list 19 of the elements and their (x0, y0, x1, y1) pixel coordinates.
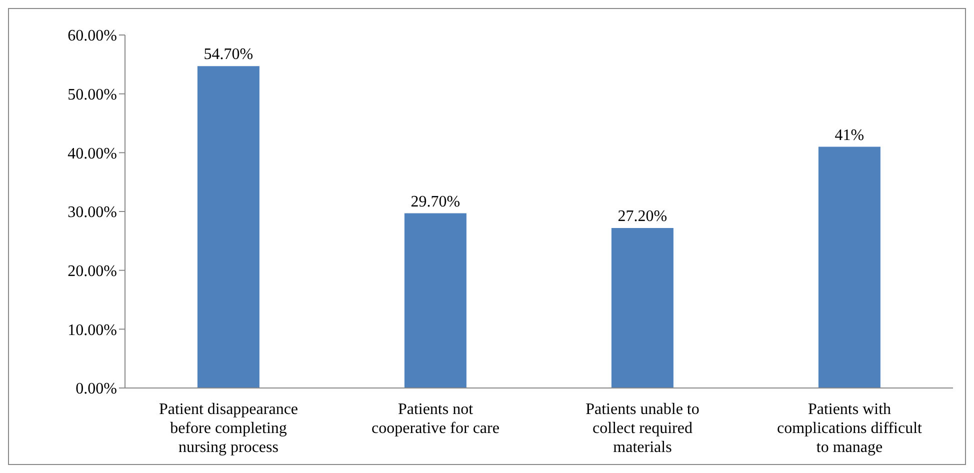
y-tick-label: 30.00% (68, 204, 117, 222)
y-tick-label: 40.00% (68, 145, 117, 162)
data-label: 54.70% (204, 46, 254, 64)
y-tick-label: 10.00% (68, 322, 117, 339)
y-tick-label: 0.00% (76, 380, 117, 398)
bar (611, 228, 674, 388)
bar (818, 146, 880, 388)
y-tick-label: 60.00% (68, 28, 117, 45)
x-tick-label: Patients not cooperative for care (372, 401, 500, 437)
data-label: 29.70% (410, 193, 460, 210)
y-tick-label: 20.00% (68, 263, 117, 280)
data-label: 41% (834, 126, 864, 144)
y-tick-label: 50.00% (68, 86, 117, 104)
x-tick-label: Patients unable to collect required materials (586, 401, 700, 456)
x-tick-label: Patient disappearance before completing nursing process (158, 401, 298, 456)
bar (404, 213, 466, 388)
x-tick-label: Patients with complications difficult to manage (776, 401, 923, 456)
bar (197, 66, 260, 388)
data-label: 27.20% (618, 208, 668, 225)
